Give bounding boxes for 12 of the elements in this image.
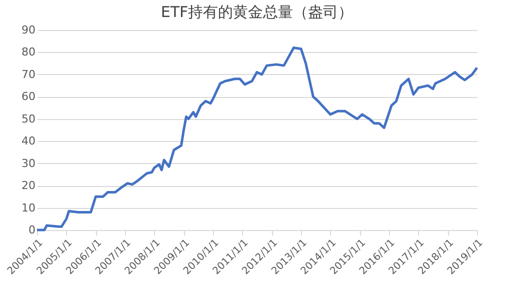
- y-tick-label: 20: [22, 179, 36, 192]
- y-tick-label: 70: [22, 68, 36, 81]
- y-tick-label: 50: [22, 112, 36, 126]
- y-tick-label: 60: [22, 90, 36, 104]
- chart-title: ETF持有的黄金总量（盎司）: [160, 3, 354, 21]
- y-tick-label: 80: [22, 46, 36, 59]
- y-tick-label: 30: [22, 156, 36, 170]
- y-tick-label: 90: [22, 24, 36, 36]
- y-tick-label: 40: [22, 134, 36, 148]
- line-series: [36, 46, 478, 232]
- y-tick-label: 0: [28, 224, 36, 236]
- y-tick-label: 10: [22, 201, 36, 214]
